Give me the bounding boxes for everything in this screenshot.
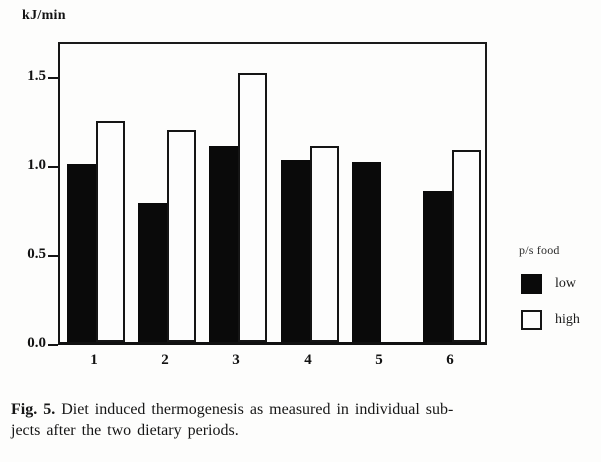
y-tick-label-1.0: 1.0 — [27, 157, 46, 173]
legend: p/s food low high — [519, 243, 597, 330]
x-tick-label-subject-1: 1 — [90, 352, 98, 368]
x-tick-label-subject-3: 3 — [232, 352, 240, 368]
bar-low-subject-1 — [67, 164, 96, 342]
legend-swatch-high — [521, 310, 542, 330]
x-tick-label-subject-2: 2 — [161, 352, 169, 368]
bar-high-subject-1 — [96, 121, 125, 342]
plot-area — [58, 42, 487, 345]
legend-label-low: low — [555, 276, 576, 291]
caption-figure-number: Fig. 5. — [11, 401, 56, 418]
legend-label-high: high — [555, 312, 580, 327]
y-tick-mark-1.0 — [48, 166, 58, 168]
bar-low-subject-3 — [209, 146, 238, 342]
legend-item-high: high — [521, 310, 580, 330]
bar-low-subject-6 — [423, 191, 452, 342]
x-tick-label-subject-5: 5 — [375, 352, 383, 368]
bar-low-subject-5 — [352, 162, 381, 342]
y-tick-mark-0.0 — [48, 344, 58, 346]
x-tick-label-subject-6: 6 — [446, 352, 454, 368]
bar-high-subject-2 — [167, 130, 196, 342]
figure-caption: Fig. 5. Diet induced thermogenesis as me… — [11, 399, 559, 441]
y-tick-label-0.0: 0.0 — [27, 335, 46, 351]
caption-line1: Diet induced thermogenesis as measured i… — [55, 401, 454, 418]
legend-title: p/s food — [519, 243, 560, 257]
bar-low-subject-2 — [138, 203, 167, 342]
legend-swatch-low — [521, 274, 542, 294]
y-tick-label-1.5: 1.5 — [27, 68, 46, 84]
y-tick-label-0.5: 0.5 — [27, 246, 46, 262]
x-tick-label-subject-4: 4 — [304, 352, 312, 368]
bar-high-subject-6 — [452, 150, 481, 342]
bar-high-subject-4 — [310, 146, 339, 342]
caption-line2: jects after the two dietary periods. — [11, 422, 239, 439]
legend-item-low: low — [521, 274, 576, 294]
y-tick-mark-0.5 — [48, 255, 58, 257]
bar-high-subject-3 — [238, 73, 267, 342]
bar-low-subject-4 — [281, 160, 310, 342]
y-tick-mark-1.5 — [48, 77, 58, 79]
y-axis-unit-label: kJ/min — [22, 8, 66, 23]
